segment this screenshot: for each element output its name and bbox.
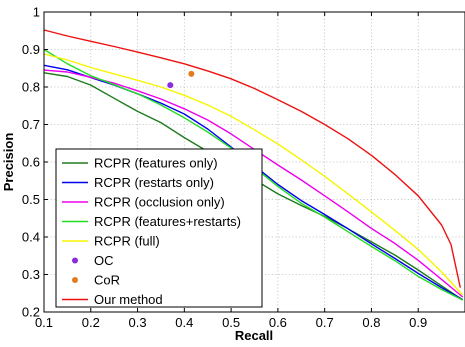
x-tick-label: 0.3 <box>129 315 147 330</box>
x-tick-label: 0.7 <box>316 315 334 330</box>
y-tick-label: 0.7 <box>22 117 40 132</box>
legend-label-cor: CoR <box>94 273 120 288</box>
y-tick-label: 0.3 <box>22 267 40 282</box>
tick-labels: 0.1 0.2 0.3 0.4 0.5 0.6 0.7 0.8 0.90.20.30.40.50… <box>22 5 427 331</box>
ticks <box>43 11 419 313</box>
series-line-rcpr-full <box>43 53 464 296</box>
x-tick-label: 0.1 <box>35 315 53 330</box>
series-point-cor <box>188 70 195 77</box>
x-axis-label: Recall <box>235 328 273 343</box>
series-line-our-method <box>43 29 461 288</box>
legend-marker-oc <box>72 257 78 264</box>
x-tick-label: 0.5 <box>222 315 240 330</box>
x-tick-label: 0.2 <box>82 315 100 330</box>
y-tick-label: 0.6 <box>22 155 40 170</box>
y-tick-label: 0.9 <box>22 42 40 57</box>
legend-label-rcpr-features-restarts: RCPR (features+restarts) <box>94 214 241 229</box>
x-tick-label: 0.4 <box>175 315 193 330</box>
y-axis-label: Precision <box>1 133 16 192</box>
legend-label-rcpr-occlusion-only: RCPR (occlusion only) <box>94 195 225 210</box>
y-tick-label: 0.8 <box>22 80 40 95</box>
legend-label-rcpr-restarts-only: RCPR (restarts only) <box>94 175 214 190</box>
series-point-oc <box>167 82 174 89</box>
legend-box <box>55 148 263 308</box>
x-tick-label: 0.9 <box>409 315 427 330</box>
legend-label-rcpr-features-only: RCPR (features only) <box>94 156 218 171</box>
y-tick-label: 1 <box>33 5 40 20</box>
y-tick-label: 0.5 <box>22 192 40 207</box>
legend: RCPR (features only) RCPR (restarts only)… <box>55 148 263 308</box>
legend-marker-cor <box>72 277 78 283</box>
x-tick-label: 0.8 <box>362 315 380 330</box>
y-tick-label: 0.2 <box>22 305 40 320</box>
legend-label-oc: OC <box>94 253 114 268</box>
x-tick-label: 0.6 <box>269 315 287 330</box>
legend-label-our-method: Our method <box>94 292 163 307</box>
y-tick-label: 0.4 <box>22 230 40 245</box>
legend-label-rcpr-full: RCPR (full) <box>94 234 160 249</box>
